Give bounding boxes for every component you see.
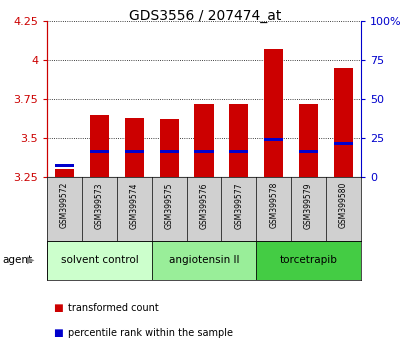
Bar: [159, 150, 178, 153]
Text: percentile rank within the sample: percentile rank within the sample: [67, 328, 232, 338]
Text: GSM399576: GSM399576: [199, 182, 208, 229]
Text: GSM399572: GSM399572: [60, 182, 69, 228]
Bar: [55, 169, 74, 177]
Bar: [194, 104, 213, 177]
Bar: [298, 150, 317, 153]
Text: GSM399579: GSM399579: [303, 182, 312, 229]
Bar: [159, 119, 178, 177]
Text: GSM399577: GSM399577: [234, 182, 243, 229]
Text: GSM399580: GSM399580: [338, 182, 347, 228]
Text: GSM399574: GSM399574: [130, 182, 138, 229]
Text: GDS3556 / 207474_at: GDS3556 / 207474_at: [128, 9, 281, 23]
Bar: [151, 241, 256, 280]
Bar: [229, 104, 248, 177]
Bar: [194, 150, 213, 153]
Text: ■: ■: [53, 303, 63, 313]
Bar: [90, 115, 109, 177]
Bar: [229, 150, 248, 153]
Text: agent: agent: [2, 255, 32, 265]
Bar: [47, 241, 151, 280]
Bar: [263, 49, 283, 177]
Text: ▶: ▶: [27, 255, 34, 265]
Text: GSM399573: GSM399573: [95, 182, 103, 229]
Text: angiotensin II: angiotensin II: [169, 255, 238, 265]
Bar: [298, 104, 317, 177]
Text: solvent control: solvent control: [61, 255, 138, 265]
Bar: [124, 118, 144, 177]
Text: torcetrapib: torcetrapib: [279, 255, 337, 265]
Bar: [90, 150, 109, 153]
Bar: [263, 138, 283, 141]
Text: GSM399575: GSM399575: [164, 182, 173, 229]
Bar: [124, 150, 144, 153]
Text: GSM399578: GSM399578: [269, 182, 277, 228]
Bar: [333, 68, 352, 177]
Bar: [256, 241, 360, 280]
Text: transformed count: transformed count: [67, 303, 158, 313]
Bar: [333, 142, 352, 145]
Text: ■: ■: [53, 328, 63, 338]
Bar: [55, 164, 74, 167]
